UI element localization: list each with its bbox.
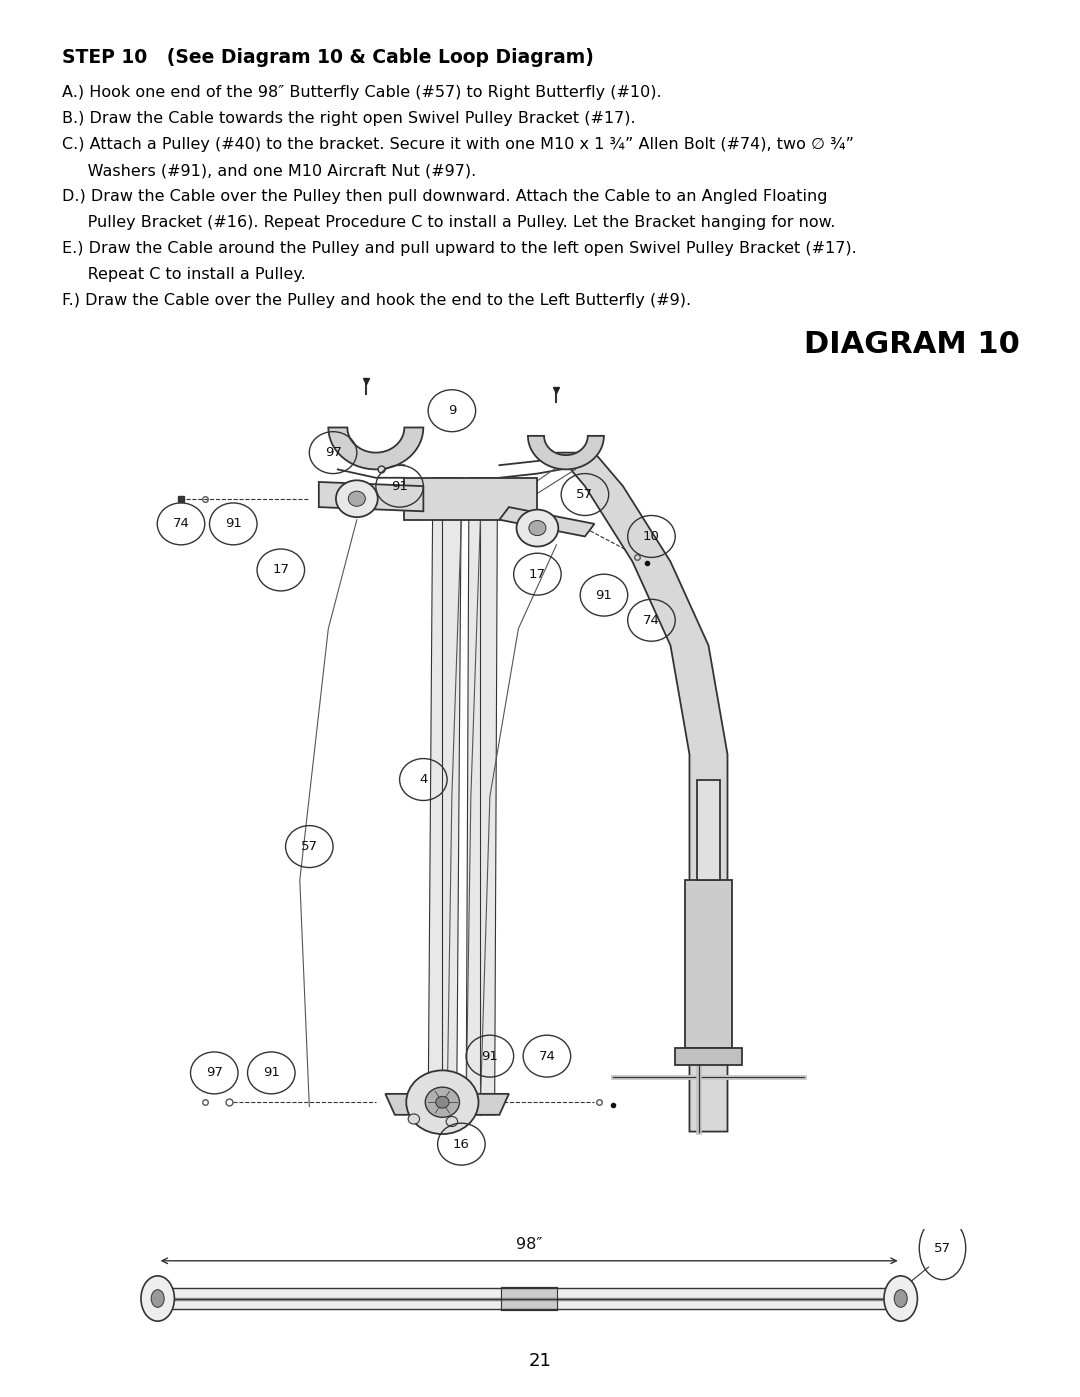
Text: E.) Draw the Cable around the Pulley and pull upward to the left open Swivel Pul: E.) Draw the Cable around the Pulley and…	[62, 242, 856, 256]
Text: 21: 21	[528, 1352, 552, 1370]
Text: 91: 91	[482, 1049, 498, 1063]
Polygon shape	[386, 1094, 509, 1115]
Text: STEP 10   (See Diagram 10 & Cable Loop Diagram): STEP 10 (See Diagram 10 & Cable Loop Dia…	[62, 47, 594, 67]
Text: 91: 91	[391, 479, 408, 493]
Text: DIAGRAM 10: DIAGRAM 10	[805, 330, 1020, 359]
Text: 74: 74	[643, 613, 660, 627]
Circle shape	[336, 481, 378, 517]
Text: 9: 9	[448, 404, 456, 418]
Text: 91: 91	[595, 588, 612, 602]
Circle shape	[348, 492, 365, 506]
Polygon shape	[675, 1048, 742, 1065]
Text: Washers (#91), and one M10 Aircraft Nut (#97).: Washers (#91), and one M10 Aircraft Nut …	[62, 163, 476, 177]
Text: 57: 57	[934, 1242, 951, 1255]
Text: C.) Attach a Pulley (#40) to the bracket. Secure it with one M10 x 1 ¾” Allen Bo: C.) Attach a Pulley (#40) to the bracket…	[62, 137, 854, 152]
Circle shape	[446, 1116, 458, 1126]
Text: D.) Draw the Cable over the Pulley then pull downward. Attach the Cable to an An: D.) Draw the Cable over the Pulley then …	[62, 189, 827, 204]
Text: 57: 57	[301, 840, 318, 854]
Circle shape	[894, 1289, 907, 1308]
Text: 97: 97	[206, 1066, 222, 1080]
Polygon shape	[328, 427, 423, 469]
Circle shape	[406, 1070, 478, 1134]
Text: Pulley Bracket (#16). Repeat Procedure C to install a Pulley. Let the Bracket ha: Pulley Bracket (#16). Repeat Procedure C…	[62, 215, 835, 231]
Text: 91: 91	[225, 517, 242, 531]
Text: 10: 10	[643, 529, 660, 543]
Text: 74: 74	[173, 517, 189, 531]
Polygon shape	[428, 478, 461, 1115]
Text: A.) Hook one end of the 98″ Butterfly Cable (#57) to Right Butterfly (#10).: A.) Hook one end of the 98″ Butterfly Ca…	[62, 85, 662, 101]
Circle shape	[435, 1097, 449, 1108]
Circle shape	[885, 1275, 917, 1322]
Polygon shape	[404, 478, 538, 520]
Polygon shape	[499, 507, 594, 536]
Text: 74: 74	[539, 1049, 555, 1063]
Text: 4: 4	[419, 773, 428, 787]
Text: 98″: 98″	[516, 1236, 542, 1252]
Polygon shape	[685, 880, 732, 1048]
Polygon shape	[556, 453, 728, 1132]
Circle shape	[516, 510, 558, 546]
Text: Repeat C to install a Pulley.: Repeat C to install a Pulley.	[62, 267, 306, 282]
Polygon shape	[528, 436, 604, 469]
Circle shape	[408, 1113, 419, 1125]
Text: 57: 57	[577, 488, 593, 502]
Text: 16: 16	[453, 1137, 470, 1151]
Circle shape	[426, 1087, 459, 1118]
Circle shape	[141, 1275, 174, 1322]
Polygon shape	[467, 478, 498, 1115]
Circle shape	[151, 1289, 164, 1308]
Text: 91: 91	[262, 1066, 280, 1080]
Text: F.) Draw the Cable over the Pulley and hook the end to the Left Butterfly (#9).: F.) Draw the Cable over the Pulley and h…	[62, 293, 691, 307]
Text: 17: 17	[529, 567, 545, 581]
Text: B.) Draw the Cable towards the right open Swivel Pulley Bracket (#17).: B.) Draw the Cable towards the right ope…	[62, 110, 636, 126]
Text: 17: 17	[272, 563, 289, 577]
Circle shape	[529, 521, 546, 535]
Polygon shape	[319, 482, 423, 511]
Polygon shape	[697, 780, 720, 880]
Text: 97: 97	[325, 446, 341, 460]
